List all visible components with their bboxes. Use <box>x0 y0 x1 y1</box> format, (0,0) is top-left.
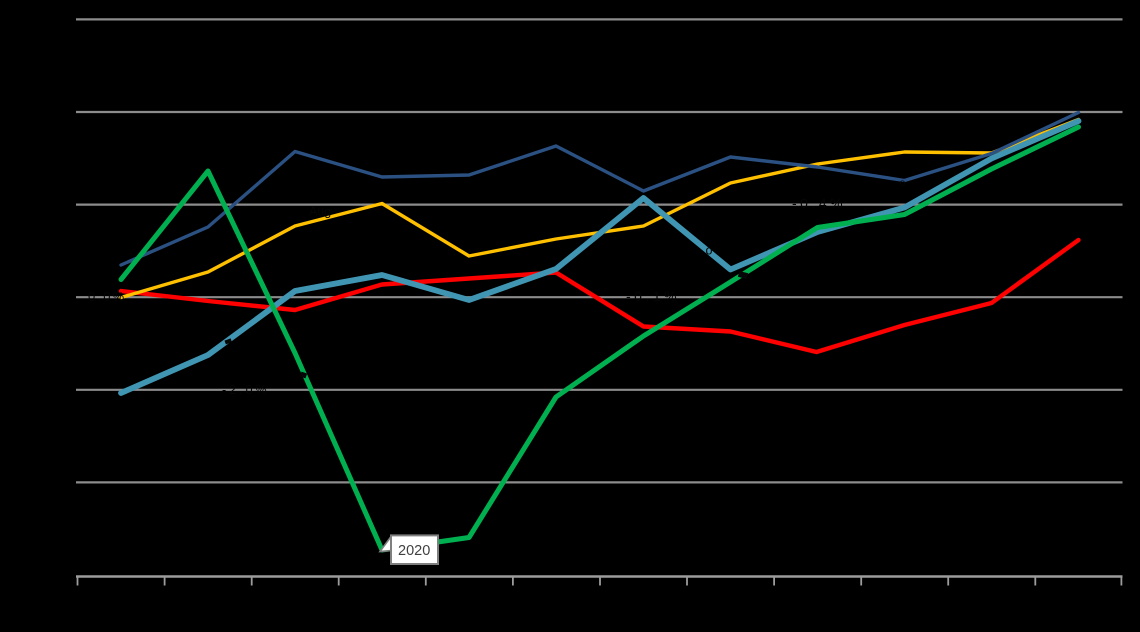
svg-text:Aug: Aug <box>309 205 331 219</box>
svg-text:2020: 2020 <box>398 543 430 559</box>
svg-text:0.0%: 0.0% <box>88 289 126 304</box>
svg-text:-0.1%: -0.1% <box>626 288 680 304</box>
svg-text:o: o <box>900 177 906 189</box>
svg-text:o: o <box>706 244 713 258</box>
svg-text:-0.4%: -0.4% <box>792 195 846 211</box>
svg-text:-2.0%: -2.0% <box>222 383 270 397</box>
